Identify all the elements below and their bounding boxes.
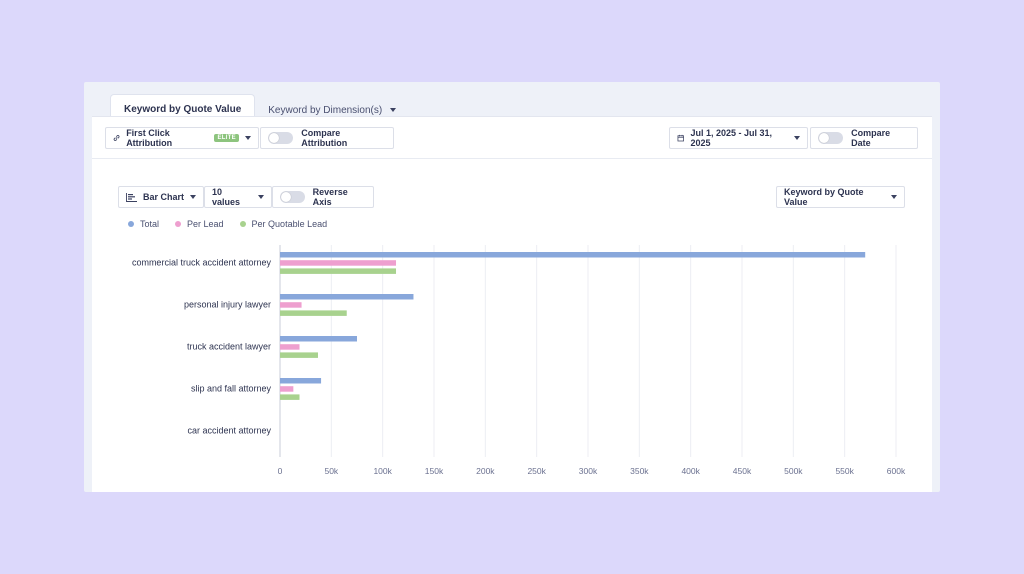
bar	[280, 344, 300, 350]
compare-attribution-toggle[interactable]: Compare Attribution	[260, 127, 394, 149]
legend-label: Per Lead	[187, 219, 224, 229]
legend-label: Total	[140, 219, 160, 229]
legend-dot	[239, 221, 246, 227]
toggle-switch[interactable]	[818, 132, 844, 144]
x-tick-label: 350k	[630, 466, 649, 476]
bar	[280, 352, 318, 358]
chevron-down-icon	[245, 136, 251, 140]
chevron-down-icon	[891, 195, 897, 199]
legend-dot	[128, 221, 134, 227]
reverse-axis-label: Reverse Axis	[312, 187, 348, 207]
legend-label: Per Quotable Lead	[251, 219, 328, 229]
legend-item-per-quotable-lead[interactable]: Per Quotable Lead	[239, 219, 328, 229]
bar	[280, 386, 294, 392]
chart-type-label: Bar Chart	[143, 192, 185, 202]
values-count-dropdown[interactable]: 10 values	[204, 186, 272, 208]
legend-dot	[175, 221, 182, 227]
x-tick-label: 200k	[476, 466, 495, 476]
category-label: slip and fall attorney	[191, 384, 272, 394]
x-tick-label: 450k	[733, 466, 752, 476]
report-card: First Click Attribution ELITE Compare At…	[92, 116, 932, 492]
x-tick-label: 600k	[887, 466, 906, 476]
category-label: truck accident lawyer	[187, 342, 271, 352]
chevron-down-icon	[794, 136, 800, 140]
elite-badge: ELITE	[214, 134, 239, 142]
compare-date-label: Compare Date	[851, 128, 891, 148]
category-label: commercial truck accident attorney	[132, 258, 272, 268]
reverse-axis-toggle[interactable]: Reverse Axis	[272, 186, 374, 208]
chevron-down-icon	[190, 195, 196, 199]
bar	[280, 302, 302, 308]
report-panel: Keyword by Quote Value Keyword by Dimens…	[84, 82, 940, 492]
metric-label: Keyword by Quote Value	[784, 187, 864, 207]
bar	[280, 336, 357, 342]
toggle-switch[interactable]	[280, 191, 305, 203]
x-tick-label: 550k	[835, 466, 854, 476]
link-icon	[113, 135, 120, 141]
x-tick-label: 500k	[784, 466, 803, 476]
x-tick-label: 0	[278, 466, 283, 476]
date-range-picker[interactable]: Jul 1, 2025 - Jul 31, 2025	[669, 127, 808, 149]
bar	[280, 378, 322, 384]
values-count-label: 10 values	[212, 187, 241, 207]
chart-type-dropdown[interactable]: Bar Chart	[118, 186, 204, 208]
bar	[280, 394, 300, 400]
x-tick-label: 50k	[324, 466, 338, 476]
category-label: personal injury lawyer	[184, 300, 271, 310]
category-label: car accident attorney	[187, 426, 271, 436]
calendar-icon	[677, 134, 684, 142]
legend-item-per-lead[interactable]: Per Lead	[175, 219, 224, 229]
bar	[280, 268, 397, 274]
bar	[280, 294, 414, 300]
x-tick-label: 300k	[579, 466, 598, 476]
date-range-value: Jul 1, 2025 - Jul 31, 2025	[690, 128, 773, 148]
attribution-dropdown[interactable]: First Click Attribution ELITE	[105, 127, 259, 149]
chevron-down-icon	[390, 108, 397, 112]
chevron-down-icon	[258, 195, 264, 199]
bar-chart: 0 50k 100k 150k 200k 250k 300k 350k 400k 450k 500k…	[132, 245, 906, 476]
bar	[280, 252, 866, 258]
x-tick-label: 150k	[425, 466, 444, 476]
attribution-toolbar: First Click Attribution ELITE Compare At…	[92, 117, 932, 159]
tab-label: Keyword by Dimension(s)	[268, 104, 383, 116]
tab-keyword-by-dimensions[interactable]: Keyword by Dimension(s)	[255, 96, 409, 124]
metric-dropdown[interactable]: Keyword by Quote Value	[776, 186, 905, 208]
bar	[280, 310, 347, 316]
bar-chart-icon	[126, 192, 137, 202]
attribution-label: First Click Attribution	[126, 128, 173, 148]
x-tick-label: 400k	[681, 466, 700, 476]
x-tick-label: 100k	[373, 466, 392, 476]
x-tick-label: 250k	[527, 466, 546, 476]
compare-attribution-label: Compare Attribution	[301, 128, 348, 148]
toggle-switch[interactable]	[268, 132, 294, 144]
compare-date-toggle[interactable]: Compare Date	[810, 127, 918, 149]
chart-legend: Total Per Lead Per Quotable Lead	[128, 219, 343, 229]
legend-item-total[interactable]: Total	[128, 219, 159, 229]
bar	[280, 260, 397, 266]
